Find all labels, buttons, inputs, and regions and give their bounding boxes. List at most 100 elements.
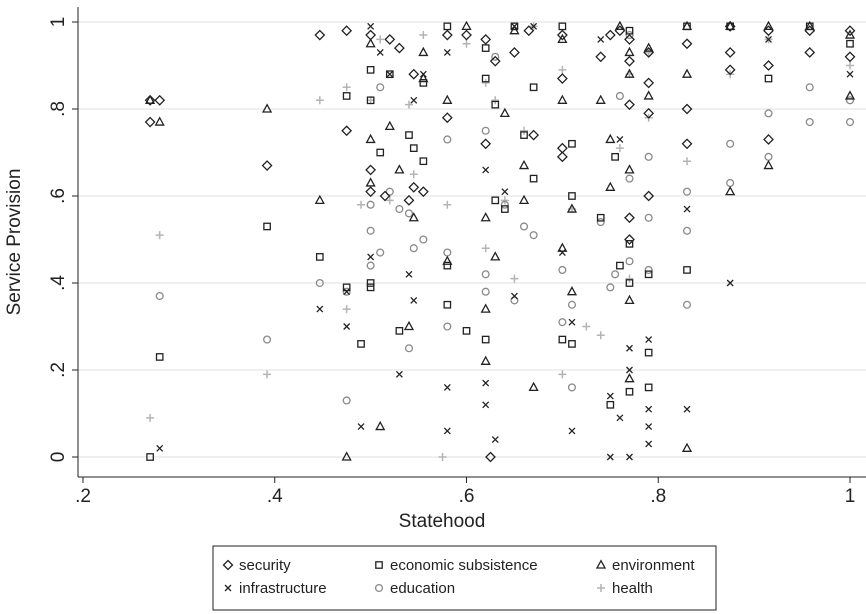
infrastructure-point [568,318,576,326]
environment-point [154,116,165,126]
education-point [805,118,814,127]
security-point [441,112,453,124]
health-point [491,96,500,105]
gridlines [78,21,866,458]
data-points [144,20,856,463]
economic-subsistence-point [443,22,452,31]
health-point [315,96,324,105]
infrastructure-point [510,292,518,300]
infrastructure-point [616,135,624,143]
education-point [558,318,567,327]
economic-subsistence-point [491,196,500,205]
education-point [625,30,634,40]
environment-point [480,303,491,313]
education-point [443,248,452,257]
environment-point [375,420,386,431]
economic-subsistence-point [376,148,385,157]
security-point [480,33,492,45]
economic-subsistence-point [395,326,404,335]
legend-marker-education [374,583,384,593]
infrastructure-point [846,70,854,78]
security-point [379,190,391,202]
security-point [763,60,774,71]
economic-subsistence-point [625,387,634,396]
security-point [528,129,540,141]
environment-point [725,185,736,196]
environment-point [442,94,453,104]
legend-label-environment: environment [612,557,695,574]
x-tick-label: .4 [267,486,283,507]
economic-subsistence-point [315,253,324,261]
health-point [443,200,452,209]
economic-subsistence-point [481,74,490,83]
economic-subsistence-point [625,26,634,35]
legend-label-education: education [390,580,455,597]
health-point [155,231,164,240]
education-point [404,344,414,353]
infrastructure-point [558,249,566,257]
health-point [342,83,351,92]
education-point [510,296,519,305]
security-point [624,99,635,111]
legend-label-economic-subsistence: economic subsistence [390,557,538,574]
environment-point [518,194,530,205]
legend-marker-health [597,584,605,592]
economic-subsistence-point [568,139,576,148]
economic-subsistence-point [500,205,509,213]
environment-point [365,133,376,144]
infrastructure-point [482,401,490,409]
security-point [681,138,693,150]
legend-label-infrastructure: infrastructure [239,580,327,597]
environment-point [844,29,856,39]
y-tick-label: 1 [48,17,69,28]
environment-point [643,90,654,100]
security-point [643,77,655,89]
economic-subsistence-point [481,335,490,344]
infrastructure-point [683,405,691,413]
environment-point [418,72,429,83]
infrastructure-point [501,188,509,196]
environment-point [384,120,395,131]
infrastructure-point [410,96,418,104]
education-point [491,52,500,61]
health-point [438,453,447,461]
legend-marker-environment [595,559,607,569]
health-point [558,370,567,379]
education-point [366,200,375,209]
economic-subsistence-point [625,279,634,287]
legend-box [212,545,717,611]
security-point [624,55,635,67]
infrastructure-point [386,70,394,78]
security-point [595,51,607,63]
environment-point [566,203,578,213]
education-point [682,226,692,235]
y-axis-title: Service Provision [4,169,25,316]
education-point [481,287,490,296]
environment-point [394,164,405,174]
security-point [461,29,472,41]
education-point [419,235,428,244]
infrastructure-point [443,383,451,391]
environment-point [557,242,568,252]
education-point [682,300,692,309]
environment-point [557,33,568,44]
economic-subsistence-point [342,92,351,100]
security-point [480,138,492,150]
education-point [155,291,164,301]
education-point [404,209,414,218]
environment-point [442,255,453,265]
health-point [582,322,591,331]
health-point [683,157,692,166]
environment-point [595,94,606,104]
environment-point [605,181,616,191]
security-point [624,212,635,224]
education-point [726,178,735,188]
security-point [624,234,635,245]
education-point [481,270,490,279]
education-point [567,383,577,392]
economic-subsistence-point [462,326,471,335]
security-point [144,94,156,106]
education-point [726,139,735,148]
infrastructure-point [395,370,403,378]
